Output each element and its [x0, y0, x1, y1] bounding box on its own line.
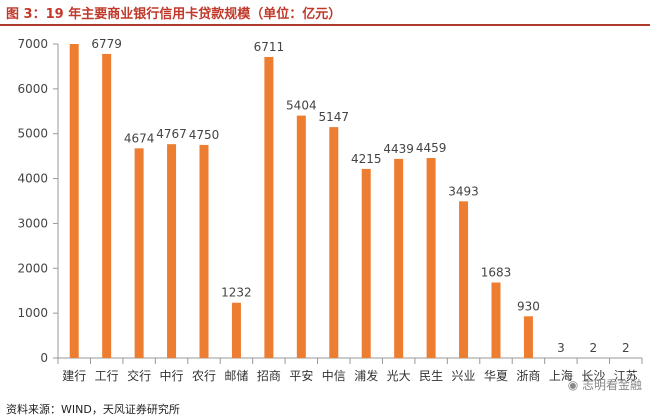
y-tick-label: 1000	[17, 306, 48, 320]
bar	[426, 157, 436, 358]
x-tick-label: 长沙	[581, 369, 605, 383]
x-tick-label: 浙商	[516, 368, 540, 383]
x-tick-label: 招商	[257, 368, 281, 383]
bar	[459, 201, 469, 358]
data-label: 1683	[481, 266, 512, 280]
bar	[167, 144, 177, 358]
bar	[329, 127, 339, 358]
data-label: 4750	[189, 128, 220, 142]
bar	[69, 44, 79, 358]
data-label: 4674	[124, 131, 155, 145]
x-tick-label: 交行	[127, 368, 151, 383]
x-tick-label: 兴业	[452, 369, 476, 383]
data-label: 3	[557, 341, 565, 355]
x-tick-label: 江苏	[614, 369, 638, 383]
data-label: 2	[622, 341, 630, 355]
y-tick-label: 5000	[17, 127, 48, 141]
y-tick-label: 6000	[17, 82, 48, 96]
x-tick-label: 华夏	[484, 369, 508, 383]
data-label: 2	[590, 341, 598, 355]
bar	[264, 56, 274, 358]
x-tick-label: 民生	[419, 369, 443, 383]
bar	[199, 144, 209, 358]
x-tick-label: 浦发	[354, 368, 378, 383]
data-label: 4439	[383, 142, 414, 156]
y-tick-label: 7000	[17, 37, 48, 51]
data-label: 4459	[416, 141, 447, 155]
data-label: 5404	[286, 99, 317, 113]
bar	[102, 53, 112, 359]
title-divider	[0, 24, 650, 26]
title-bar: 图 3：19 年主要商业银行信用卡贷款规模（单位：亿元）	[0, 0, 650, 24]
bar	[134, 148, 144, 358]
x-tick-label: 光大	[387, 369, 411, 383]
data-label: 6779	[91, 37, 122, 51]
data-label: 1232	[221, 286, 252, 300]
x-tick-label: 建行	[62, 369, 86, 383]
bar	[231, 302, 241, 358]
x-tick-label: 上海	[549, 368, 573, 383]
x-tick-label: 中行	[160, 368, 184, 383]
wechat-icon: ◉	[567, 378, 582, 392]
y-tick-label: 2000	[17, 261, 48, 275]
data-label: 4767	[156, 127, 187, 141]
bar	[296, 115, 306, 358]
bar	[361, 168, 371, 358]
data-label: 5147	[319, 110, 350, 124]
data-label: 4215	[351, 152, 382, 166]
x-tick-label: 工行	[95, 369, 119, 383]
x-tick-label: 中信	[322, 368, 346, 383]
y-tick-label: 4000	[17, 172, 48, 186]
bar	[523, 316, 533, 358]
watermark: ◉ 志明看金融	[568, 376, 642, 393]
figure-title: 图 3：19 年主要商业银行信用卡贷款规模（单位：亿元）	[6, 7, 342, 22]
source-note: 资料来源：WIND，天风证券研究所	[6, 403, 180, 416]
bar	[394, 158, 404, 358]
data-label: 930	[517, 299, 540, 313]
x-tick-label: 农行	[192, 369, 216, 383]
y-tick-label: 3000	[17, 216, 48, 230]
x-tick-label: 邮储	[224, 368, 248, 383]
data-label: 6711	[254, 40, 285, 54]
data-label: 3493	[448, 184, 479, 198]
bar-chart: 0 1000 2000 3000 4000 5000 6000 7000 建行 6779 工行 467…	[17, 37, 643, 383]
y-tick-label: 0	[40, 351, 48, 365]
bar	[491, 282, 501, 358]
x-tick-label: 平安	[289, 368, 313, 383]
watermark-text: 志明看金融	[581, 378, 642, 392]
